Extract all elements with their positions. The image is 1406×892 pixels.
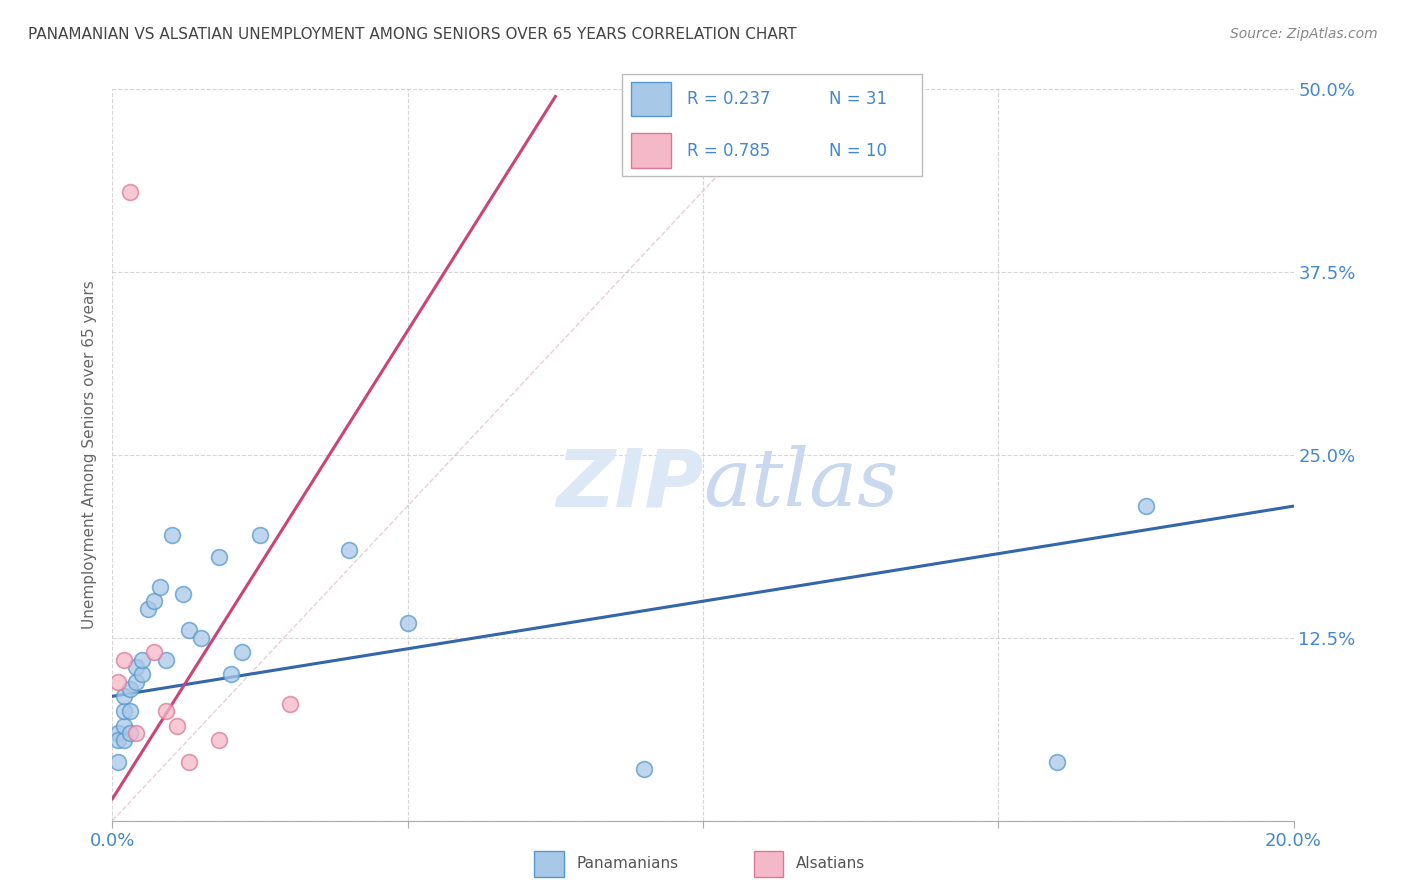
Point [125,660,148,674]
Point [190,631,212,645]
Point [131,653,153,667]
Text: Source: ZipAtlas.com: Source: ZipAtlas.com [1230,27,1378,41]
Point [166,718,188,732]
Point [149,580,172,594]
Text: ZIP: ZIP [555,445,703,524]
Point [112,704,135,718]
Bar [631,82,671,116]
Point [179,755,201,769]
Point [160,528,183,542]
Point [208,733,231,747]
Point [1046,755,1069,769]
Bar [754,851,783,877]
Bar [534,851,564,877]
Point [172,587,194,601]
Y-axis label: Unemployment Among Seniors over 65 years: Unemployment Among Seniors over 65 years [82,281,97,629]
Point [633,763,655,777]
Text: R = 0.237: R = 0.237 [686,90,770,108]
Text: PANAMANIAN VS ALSATIAN UNEMPLOYMENT AMONG SENIORS OVER 65 YEARS CORRELATION CHAR: PANAMANIAN VS ALSATIAN UNEMPLOYMENT AMON… [28,27,797,42]
Point [107,674,129,689]
Text: R = 0.785: R = 0.785 [686,142,770,160]
Point [120,726,142,740]
Point [208,550,231,565]
Point [120,704,142,718]
Text: Panamanians: Panamanians [576,855,679,871]
Point [125,674,148,689]
Point [1135,499,1157,513]
Point [131,667,153,681]
Point [107,726,129,740]
Point [112,718,135,732]
Point [155,653,177,667]
Point [249,528,271,542]
Point [112,653,135,667]
Point [396,616,419,631]
Text: Alsatians: Alsatians [796,855,865,871]
Text: N = 31: N = 31 [830,90,887,108]
Point [112,690,135,704]
Point [179,624,201,638]
Point [120,185,142,199]
Point [155,704,177,718]
Point [231,645,253,659]
Point [125,726,148,740]
Point [112,733,135,747]
Point [136,601,159,615]
Point [142,594,165,608]
FancyBboxPatch shape [621,73,922,177]
Point [142,645,165,659]
Point [337,543,360,558]
Point [219,667,242,681]
Point [278,697,301,711]
Bar [631,134,671,168]
Text: atlas: atlas [703,445,898,523]
Point [107,755,129,769]
Point [120,681,142,696]
Point [107,733,129,747]
Text: N = 10: N = 10 [830,142,887,160]
